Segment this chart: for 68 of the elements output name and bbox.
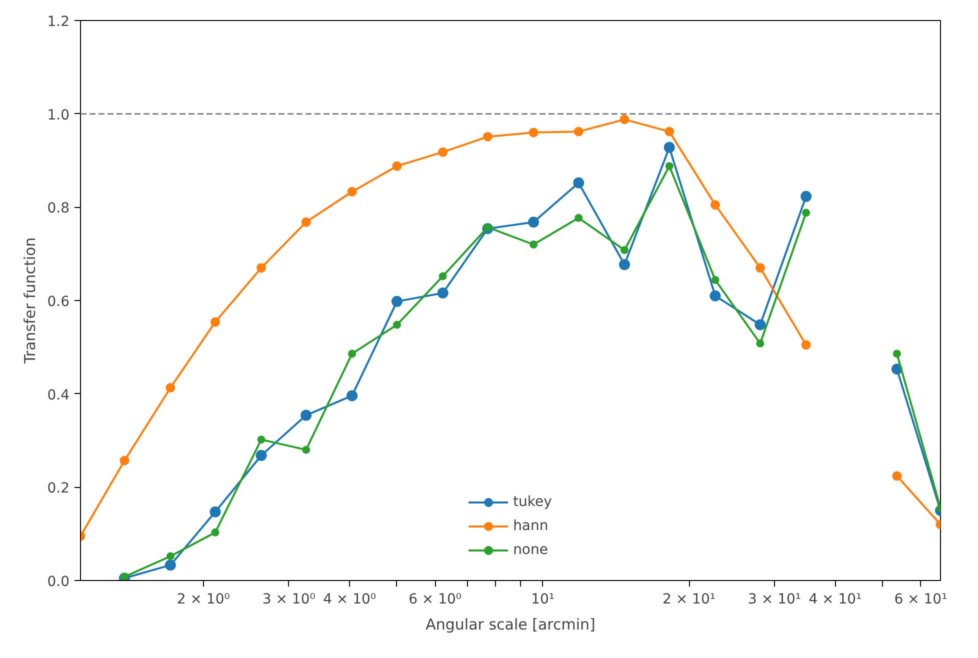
point — [574, 126, 584, 136]
point — [755, 263, 765, 273]
point — [302, 446, 310, 454]
point — [754, 319, 766, 330]
point — [164, 560, 176, 571]
point — [710, 200, 720, 210]
point — [620, 114, 630, 124]
y-tick-label: 0.8 — [47, 200, 70, 217]
point — [574, 214, 583, 222]
y-tick-label: 1.2 — [47, 14, 70, 30]
point — [210, 317, 220, 327]
point — [257, 436, 266, 444]
x-tick-label: 6 × 10⁰ — [408, 592, 462, 608]
point — [166, 383, 176, 393]
x-tick-label: 3 × 10¹ — [748, 592, 802, 608]
point — [437, 288, 448, 299]
x-tick-label: 4 × 10⁰ — [323, 592, 376, 608]
y-tick-label: 1.0 — [47, 107, 70, 124]
point — [664, 126, 674, 136]
y-axis-title: Transfer function — [21, 237, 40, 365]
legend-label: tukey — [513, 494, 552, 510]
point — [620, 246, 628, 254]
x-tick-label: 6 × 10¹ — [894, 592, 948, 608]
point — [573, 177, 584, 188]
point — [210, 506, 221, 518]
point — [484, 223, 492, 232]
point — [482, 132, 492, 142]
point — [801, 340, 811, 350]
point — [528, 216, 540, 228]
point — [166, 552, 174, 560]
x-tick-label: 4 × 10¹ — [808, 592, 862, 608]
legend-label: none — [513, 542, 548, 558]
point — [300, 410, 312, 421]
point — [892, 350, 901, 358]
point — [619, 259, 630, 270]
point — [802, 208, 810, 217]
point — [665, 162, 674, 170]
x-tick-label: 3 × 10⁰ — [262, 592, 316, 608]
point — [528, 128, 538, 138]
y-tick-label: 0.2 — [47, 480, 70, 497]
point — [530, 240, 538, 248]
point — [301, 217, 311, 227]
x-tick-label: 2 × 10⁰ — [176, 592, 230, 608]
point — [438, 272, 447, 280]
x-tick-label: 10¹ — [531, 592, 555, 608]
y-tick-label: 0.6 — [47, 294, 70, 310]
point — [348, 350, 356, 358]
point — [347, 187, 357, 197]
point — [711, 276, 720, 284]
point — [892, 471, 902, 481]
y-tick-label: 0.0 — [47, 574, 70, 590]
point — [710, 290, 721, 302]
point — [664, 142, 675, 153]
point — [346, 390, 358, 402]
point — [392, 161, 402, 171]
point — [120, 456, 130, 466]
y-tick-label: 0.4 — [47, 387, 70, 404]
point — [256, 450, 267, 461]
legend-label: hann — [513, 518, 548, 534]
point — [800, 190, 812, 202]
point — [756, 339, 764, 348]
point — [392, 320, 401, 329]
point — [256, 263, 266, 273]
point — [391, 296, 402, 307]
x-tick-label: 2 × 10¹ — [662, 592, 716, 608]
point — [438, 147, 448, 157]
x-axis-title: Angular scale [arcmin] — [426, 616, 596, 634]
point — [211, 528, 220, 536]
